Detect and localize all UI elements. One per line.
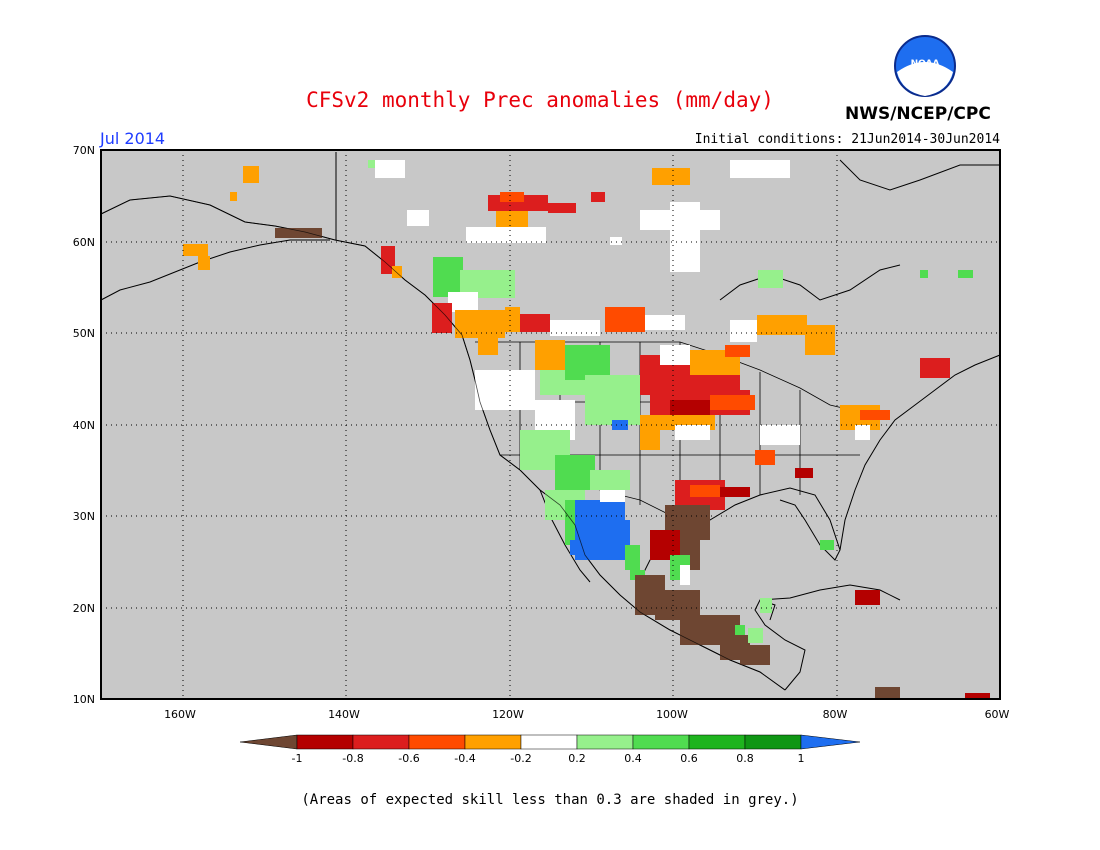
lon-label: 120W — [492, 708, 524, 721]
lon-label: 140W — [328, 708, 360, 721]
lat-label: 40N — [73, 419, 95, 432]
lon-label: 80W — [823, 708, 848, 721]
legend-label: 0.4 — [624, 752, 642, 765]
legend-label: 0.8 — [736, 752, 754, 765]
legend-arrow-low — [239, 734, 298, 750]
forecast-period: Jul 2014 — [100, 129, 166, 148]
lat-label: 10N — [73, 693, 95, 706]
legend-swatch — [744, 734, 802, 750]
legend-label: -0.6 — [398, 752, 419, 765]
legend-label: -0.8 — [342, 752, 363, 765]
skill-note: (Areas of expected skill less than 0.3 a… — [301, 792, 799, 808]
agency-label: NWS/NCEP/CPC — [845, 104, 991, 124]
logo-text: NOAA — [911, 59, 940, 69]
legend-swatch — [688, 734, 746, 750]
legend-label: 0.2 — [568, 752, 586, 765]
legend-colorbar — [239, 734, 861, 750]
legend-label: -1 — [292, 752, 303, 765]
legend-label: -0.2 — [510, 752, 531, 765]
legend-labels: -1 -0.8 -0.6 -0.4 -0.2 0.2 0.4 0.6 0.8 1 — [292, 752, 805, 765]
legend-label: 0.6 — [680, 752, 698, 765]
legend-label: 1 — [798, 752, 805, 765]
legend-swatch — [464, 734, 522, 750]
lon-label: 100W — [656, 708, 688, 721]
lon-label: 160W — [164, 708, 196, 721]
lat-label: 20N — [73, 602, 95, 615]
map-frame — [100, 149, 1001, 700]
lat-label: 60N — [73, 236, 95, 249]
lon-label: 60W — [985, 708, 1010, 721]
legend-swatch — [352, 734, 410, 750]
legend-swatch — [408, 734, 466, 750]
legend-swatch — [520, 734, 578, 750]
legend-arrow-high — [800, 734, 861, 750]
legend-swatch — [632, 734, 690, 750]
anomaly-field — [183, 160, 990, 699]
lat-label: 50N — [73, 327, 95, 340]
legend-swatch — [576, 734, 634, 750]
lat-label: 70N — [73, 144, 95, 157]
initial-conditions: Initial conditions: 21Jun2014-30Jun2014 — [694, 132, 1000, 147]
legend-label: -0.4 — [454, 752, 475, 765]
noaa-logo: NOAA — [894, 35, 956, 97]
legend-swatch — [296, 734, 354, 750]
lat-label: 30N — [73, 510, 95, 523]
map-title: CFSv2 monthly Prec anomalies (mm/day) — [306, 88, 774, 112]
